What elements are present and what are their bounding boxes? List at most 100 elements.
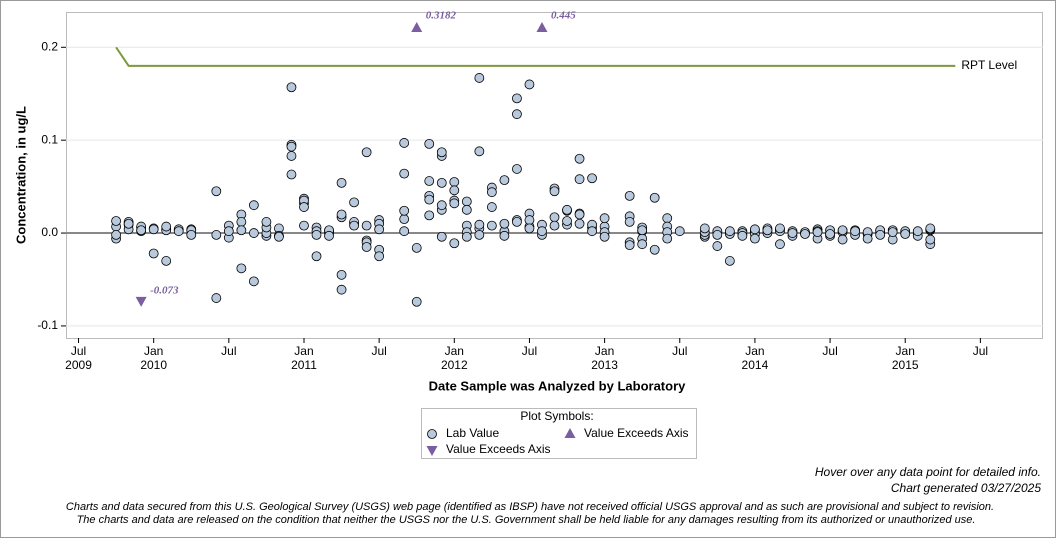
data-point (161, 256, 172, 266)
data-point (299, 202, 309, 212)
data-point (236, 263, 247, 274)
y-tick-label: -0.1 (37, 318, 58, 332)
data-point (436, 177, 447, 188)
data-point (248, 228, 259, 238)
data-point (737, 230, 748, 241)
data-point (274, 231, 284, 242)
data-point (399, 205, 410, 216)
x-tick-label-line: 2015 (892, 358, 919, 372)
x-tick-label-line: Jul (973, 344, 988, 358)
data-point (850, 226, 861, 237)
exceeds-marker (135, 296, 147, 307)
data-point (424, 138, 435, 149)
data-point (286, 141, 297, 152)
data-point (148, 224, 159, 235)
data-point (599, 231, 610, 242)
data-point (499, 175, 510, 186)
data-point (912, 226, 923, 237)
data-point (261, 217, 272, 227)
data-point (524, 223, 535, 234)
legend-label: Value Exceeds Axis (446, 442, 551, 456)
data-point (286, 151, 297, 161)
data-point (574, 153, 585, 164)
data-point (474, 219, 485, 230)
data-point (336, 209, 347, 220)
data-point (562, 204, 572, 215)
data-point (399, 168, 410, 179)
data-point (762, 225, 773, 236)
data-point (399, 214, 410, 225)
x-tick-label: Jan 2013 (591, 344, 618, 372)
data-point (512, 93, 522, 104)
data-point (411, 296, 422, 307)
data-point (787, 228, 798, 238)
data-point (624, 217, 635, 227)
data-point (461, 204, 472, 215)
data-point (862, 233, 873, 244)
data-point (562, 216, 572, 226)
x-tick-label-line: Jan (294, 344, 313, 358)
data-point (724, 256, 735, 266)
data-point (624, 190, 635, 201)
data-point (223, 226, 234, 237)
data-point (512, 217, 522, 227)
data-point (311, 230, 322, 240)
data-point (211, 293, 222, 303)
x-tick-label-line: Jul (371, 344, 386, 358)
x-tick-label: Jul (522, 344, 537, 358)
data-point (537, 226, 547, 237)
data-point (800, 229, 810, 239)
data-point (248, 276, 259, 287)
data-point (724, 226, 735, 237)
data-point (436, 200, 447, 211)
data-point (236, 225, 247, 236)
data-point (674, 226, 685, 237)
x-tick-label-line: Jan (144, 344, 163, 358)
data-point (712, 230, 723, 240)
data-point (499, 218, 510, 229)
data-point (399, 138, 410, 148)
generated-note: Chart generated 03/27/2025 (891, 481, 1041, 495)
data-point (161, 221, 172, 232)
x-tick-label-line: Jan (595, 344, 614, 358)
x-tick-label: Jul (973, 344, 988, 358)
data-point (649, 192, 660, 203)
legend-title: Plot Symbols: (520, 409, 593, 423)
x-tick-label: Jul (672, 344, 687, 358)
data-point (474, 146, 485, 157)
legend-label: Lab Value (446, 426, 499, 440)
data-point (336, 177, 347, 188)
data-point (374, 251, 385, 262)
data-point (449, 185, 460, 196)
data-point (361, 147, 372, 158)
data-point (875, 230, 886, 240)
data-point (925, 234, 936, 245)
x-tick-label-line: 2009 (65, 358, 92, 372)
x-tick-label-line: Jan (896, 344, 915, 358)
data-point (111, 216, 122, 226)
exceeds-label: 0.3182 (426, 10, 457, 22)
data-point (186, 230, 197, 240)
data-point (512, 109, 522, 120)
data-point (499, 230, 510, 241)
data-point (461, 196, 472, 207)
x-tick-label: Jan 2012 (441, 344, 468, 372)
exceeds-marker (411, 22, 423, 32)
data-point (449, 198, 460, 209)
data-point (336, 269, 347, 280)
exceeds-marker (536, 22, 548, 32)
data-point (574, 174, 585, 185)
data-point (599, 213, 610, 224)
data-point (837, 225, 848, 236)
reference-line (115, 46, 956, 67)
data-point (111, 230, 122, 240)
x-tick-label-line: 2014 (742, 358, 769, 372)
data-point (286, 169, 297, 180)
data-point (236, 217, 247, 227)
x-tick-label-line: 2010 (140, 358, 167, 372)
data-point (750, 224, 760, 235)
data-point (449, 177, 460, 187)
data-point (837, 234, 848, 245)
data-point (662, 233, 673, 244)
